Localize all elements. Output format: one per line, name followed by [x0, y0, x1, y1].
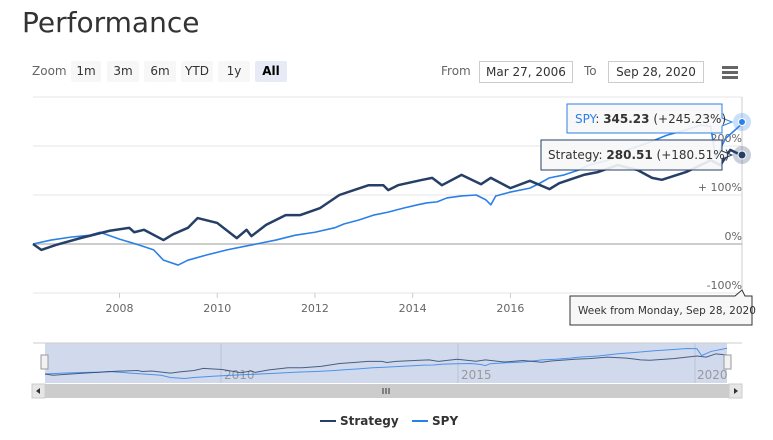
page-title: Performance [22, 6, 200, 39]
scrollbar-track[interactable] [32, 384, 742, 398]
x-tick-label: 2012 [301, 302, 329, 315]
tooltip-date: Week from Monday, Sep 28, 2020 [578, 305, 756, 317]
zoom-label: Zoom [32, 64, 67, 78]
legend-item-spy[interactable]: SPY [412, 414, 458, 428]
tooltip-series-name: Strategy [548, 148, 599, 162]
legend-label: Strategy [340, 414, 399, 428]
x-tick-label: 2008 [105, 302, 133, 315]
navigator-tick-label: 2020 [697, 368, 728, 382]
hamburger-menu-icon[interactable] [722, 66, 738, 81]
tooltip-change: (+180.51%) [657, 148, 730, 162]
strategy-point-marker[interactable] [737, 150, 747, 160]
x-tick-label: 2014 [399, 302, 427, 315]
zoom-ytd-button[interactable]: YTD [181, 61, 213, 82]
x-tick-label: 2016 [496, 302, 524, 315]
svg-text:Strategy: 280.51 (+180.51%): Strategy: 280.51 (+180.51%) [548, 148, 729, 162]
navigator-left-handle[interactable] [40, 354, 49, 370]
zoom-3m-button[interactable]: 3m [107, 61, 139, 82]
strategy-tooltip: Strategy: 280.51 (+180.51%) [540, 139, 734, 171]
tooltip-change: (+245.23%) [653, 112, 726, 126]
tooltip-series-name: SPY [575, 112, 598, 126]
navigator-series-strategy [44, 353, 728, 376]
zoom-all-button[interactable]: All [255, 61, 287, 82]
tooltip-value: 280.51 [606, 148, 652, 162]
zoom-6m-button[interactable]: 6m [144, 61, 176, 82]
date-tooltip: Week from Monday, Sep 28, 2020 [569, 289, 756, 326]
navigator-right-handle[interactable] [723, 354, 732, 370]
to-date-input[interactable]: Sep 28, 2020 [608, 61, 704, 83]
spy-tooltip: SPY: 345.23 (+245.23%) [566, 103, 734, 134]
from-date-input[interactable]: Mar 27, 2006 [479, 61, 573, 83]
from-label: From [441, 64, 471, 78]
arrow-left-icon [36, 388, 40, 394]
spy-point-marker[interactable] [738, 118, 746, 126]
zoom-1y-button[interactable]: 1y [218, 61, 250, 82]
legend-item-strategy[interactable]: Strategy [320, 414, 399, 428]
y-tick-label: 0% [725, 230, 742, 243]
svg-text:SPY: 345.23 (+245.23%): SPY: 345.23 (+245.23%) [575, 112, 726, 126]
tooltip-value: 345.23 [603, 112, 649, 126]
x-tick-label: 2010 [203, 302, 231, 315]
scrollbar-grip-icon[interactable] [382, 388, 390, 394]
y-tick-label: -100% [707, 279, 742, 292]
navigator-selected-range[interactable] [45, 343, 727, 383]
arrow-right-icon [734, 388, 738, 394]
zoom-1m-button[interactable]: 1m [71, 61, 101, 82]
legend-label: SPY [432, 414, 458, 428]
navigator-tick-label: 2015 [461, 368, 492, 382]
navigator-series-spy [44, 347, 728, 380]
y-tick-label: + 100% [698, 181, 742, 194]
to-label: To [584, 64, 597, 78]
